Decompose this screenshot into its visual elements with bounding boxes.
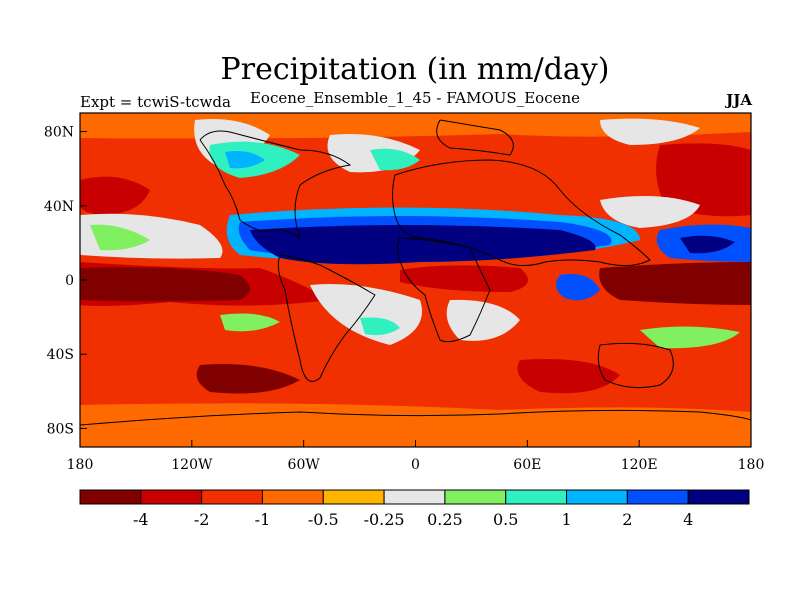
field-darkest-south-pacific	[196, 364, 300, 394]
colorbar-swatch	[140, 489, 203, 505]
plot-subtitle: Eocene_Ensemble_1_45 - FAMOUS_Eocene	[249, 89, 581, 107]
field-neutral-southern-africa	[446, 299, 520, 341]
coast-antarctica	[80, 409, 751, 426]
lat-tick-label: 40N	[44, 199, 74, 215]
field-darkest-west-pacific	[599, 262, 751, 305]
field-wettest-west-pacific	[680, 235, 735, 254]
field-wet-south-atlantic	[360, 317, 400, 336]
field-wet-europe	[370, 148, 420, 171]
colorbar-swatch	[687, 489, 750, 505]
colorbar-swatch	[322, 489, 385, 505]
field-moist-southwest-pacific	[640, 326, 740, 349]
field-neutral-arctic	[600, 118, 700, 145]
coast-greenland-arctic	[436, 119, 514, 156]
colorbar-swatch	[505, 489, 568, 505]
coast-north-america	[199, 130, 352, 240]
longitude-axis: 180 120W 60W 0 60E 120E 180	[67, 440, 765, 473]
coastlines	[80, 119, 751, 426]
coast-australia	[597, 342, 674, 389]
lon-tick-label: 0	[411, 457, 420, 473]
lat-tick-label: 80S	[47, 421, 74, 437]
lon-tick-label: 180	[67, 457, 94, 473]
season-label: JJA	[726, 91, 752, 109]
colorbar-label: -0.5	[308, 510, 339, 529]
lon-tick-label: 120W	[171, 457, 213, 473]
lat-tick-label: 0	[65, 273, 74, 289]
colorbar-swatch	[201, 489, 263, 505]
lat-tick-label: 80N	[44, 125, 74, 141]
latitude-axis: 80N 40N 0 40S 80S	[44, 125, 87, 437]
coast-africa	[397, 237, 491, 343]
lat-tick-label: 40S	[47, 347, 74, 363]
field-dry-south-indian	[517, 359, 620, 394]
lon-tick-label: 180	[738, 457, 765, 473]
lon-tick-label: 120E	[621, 457, 658, 473]
colorbar: -4 -2 -1 -0.5 -0.25 0.25 0.5 1 2 4	[79, 489, 750, 529]
coast-south-america	[277, 254, 376, 382]
precipitation-field	[80, 113, 751, 447]
colorbar-label: -0.25	[364, 510, 405, 529]
field-moist-east-pacific	[90, 224, 150, 251]
colorbar-label: 1	[561, 510, 571, 529]
colorbar-swatch	[79, 489, 142, 505]
coast-eurasia	[392, 159, 651, 266]
field-darkest-east-pacific	[80, 267, 250, 302]
lon-tick-label: 60W	[288, 457, 321, 473]
colorbar-label: -4	[133, 510, 149, 529]
colorbar-label: 0.25	[427, 510, 463, 529]
colorbar-swatch	[626, 489, 689, 505]
field-dry-africa	[400, 265, 528, 292]
colorbar-label: -1	[255, 510, 271, 529]
colorbar-label: -2	[194, 510, 210, 529]
colorbar-label: 2	[622, 510, 632, 529]
field-dry-nw-pacific	[656, 143, 751, 217]
field-wettest-monsoon-belt	[250, 225, 596, 265]
field-moist-south-pacific	[220, 313, 280, 332]
field-dry-north-pacific	[80, 176, 150, 215]
colorbar-swatch	[566, 489, 628, 505]
field-wetter-north-america	[225, 151, 265, 169]
lon-tick-label: 60E	[513, 457, 541, 473]
colorbar-label: 4	[683, 510, 693, 529]
colorbar-swatch	[261, 489, 324, 505]
field-wet-bay-of-bengal	[556, 274, 600, 301]
field-neutral-west-pacific	[600, 196, 700, 228]
plot-title: Precipitation (in mm/day)	[220, 52, 610, 87]
experiment-label: Expt = tcwiS-tcwda	[80, 93, 231, 111]
colorbar-label: 0.5	[493, 510, 518, 529]
colorbar-swatch	[383, 489, 446, 505]
colorbar-swatch	[444, 489, 507, 505]
